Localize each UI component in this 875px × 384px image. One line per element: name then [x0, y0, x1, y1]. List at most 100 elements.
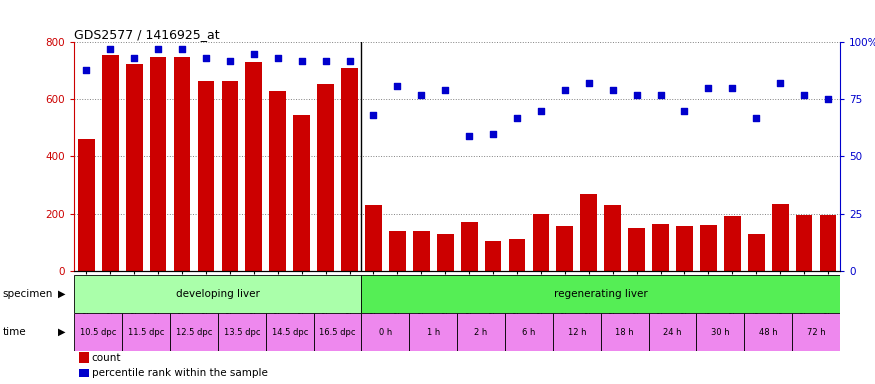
Bar	[218, 313, 266, 351]
Point	[270, 55, 284, 61]
Bar	[437, 233, 453, 271]
Text: 16.5 dpc: 16.5 dpc	[319, 328, 356, 337]
Bar	[553, 313, 601, 351]
Bar	[410, 313, 458, 351]
Point	[774, 80, 788, 86]
Point	[367, 112, 381, 118]
Point	[127, 55, 141, 61]
Bar	[508, 239, 525, 271]
Bar	[745, 313, 792, 351]
Text: 1 h: 1 h	[427, 328, 440, 337]
Text: GDS2577 / 1416925_at: GDS2577 / 1416925_at	[74, 28, 220, 41]
Bar	[458, 313, 505, 351]
Bar	[601, 313, 648, 351]
Bar	[313, 313, 361, 351]
Bar	[628, 228, 645, 271]
Text: 48 h: 48 h	[759, 328, 778, 337]
Text: 12 h: 12 h	[568, 328, 586, 337]
Point	[80, 66, 94, 73]
Point	[749, 114, 763, 121]
Point	[582, 80, 596, 86]
Bar	[485, 241, 501, 271]
Bar	[605, 205, 621, 271]
Point	[702, 85, 716, 91]
Bar	[78, 139, 94, 271]
Point	[510, 114, 524, 121]
Text: 18 h: 18 h	[615, 328, 634, 337]
Bar	[150, 56, 166, 271]
Point	[103, 46, 117, 52]
Point	[223, 58, 237, 64]
Bar	[266, 313, 313, 351]
Bar	[270, 91, 286, 271]
Text: specimen: specimen	[3, 289, 53, 299]
Point	[606, 87, 620, 93]
Bar	[820, 215, 836, 271]
Bar	[361, 313, 410, 351]
Text: percentile rank within the sample: percentile rank within the sample	[92, 368, 268, 378]
Bar	[580, 194, 597, 271]
Bar	[696, 313, 745, 351]
Text: 0 h: 0 h	[379, 328, 392, 337]
Bar	[748, 233, 765, 271]
Bar	[221, 81, 238, 271]
Text: 10.5 dpc: 10.5 dpc	[80, 328, 116, 337]
Bar	[246, 62, 262, 271]
Text: 72 h: 72 h	[807, 328, 825, 337]
Point	[318, 58, 332, 64]
Point	[175, 46, 189, 52]
Bar	[556, 227, 573, 271]
Text: 6 h: 6 h	[522, 328, 536, 337]
Text: 13.5 dpc: 13.5 dpc	[224, 328, 260, 337]
Point	[487, 131, 500, 137]
Bar	[413, 231, 430, 271]
Point	[821, 96, 835, 103]
Point	[438, 87, 452, 93]
Bar	[461, 222, 478, 271]
Text: developing liver: developing liver	[176, 289, 260, 299]
Text: 12.5 dpc: 12.5 dpc	[176, 328, 213, 337]
Bar	[102, 55, 119, 271]
Point	[151, 46, 165, 52]
Bar	[126, 64, 143, 271]
Point	[558, 87, 572, 93]
Point	[462, 133, 476, 139]
Text: 14.5 dpc: 14.5 dpc	[271, 328, 308, 337]
Bar	[505, 313, 553, 351]
Bar	[792, 313, 840, 351]
Text: 2 h: 2 h	[474, 328, 487, 337]
Bar	[795, 215, 813, 271]
Text: 24 h: 24 h	[663, 328, 682, 337]
Point	[390, 83, 404, 89]
Bar	[365, 205, 382, 271]
Point	[342, 58, 356, 64]
Text: 30 h: 30 h	[711, 328, 730, 337]
Point	[199, 55, 213, 61]
Bar	[173, 56, 191, 271]
Bar	[293, 115, 310, 271]
Bar	[74, 275, 361, 313]
Text: 11.5 dpc: 11.5 dpc	[128, 328, 164, 337]
Bar	[198, 81, 214, 271]
Bar	[123, 313, 170, 351]
Bar	[170, 313, 218, 351]
Text: ▶: ▶	[58, 289, 66, 299]
Bar	[676, 227, 693, 271]
Point	[295, 58, 309, 64]
Text: regenerating liver: regenerating liver	[554, 289, 648, 299]
Bar	[533, 214, 550, 271]
Point	[534, 108, 548, 114]
Bar	[318, 84, 334, 271]
Point	[247, 51, 261, 57]
Point	[414, 92, 428, 98]
Bar	[389, 231, 406, 271]
Bar	[648, 313, 696, 351]
Point	[797, 92, 811, 98]
Point	[630, 92, 644, 98]
Bar	[341, 68, 358, 271]
Bar	[74, 313, 122, 351]
Bar	[361, 275, 840, 313]
Bar	[772, 204, 788, 271]
Point	[654, 92, 668, 98]
Point	[725, 85, 739, 91]
